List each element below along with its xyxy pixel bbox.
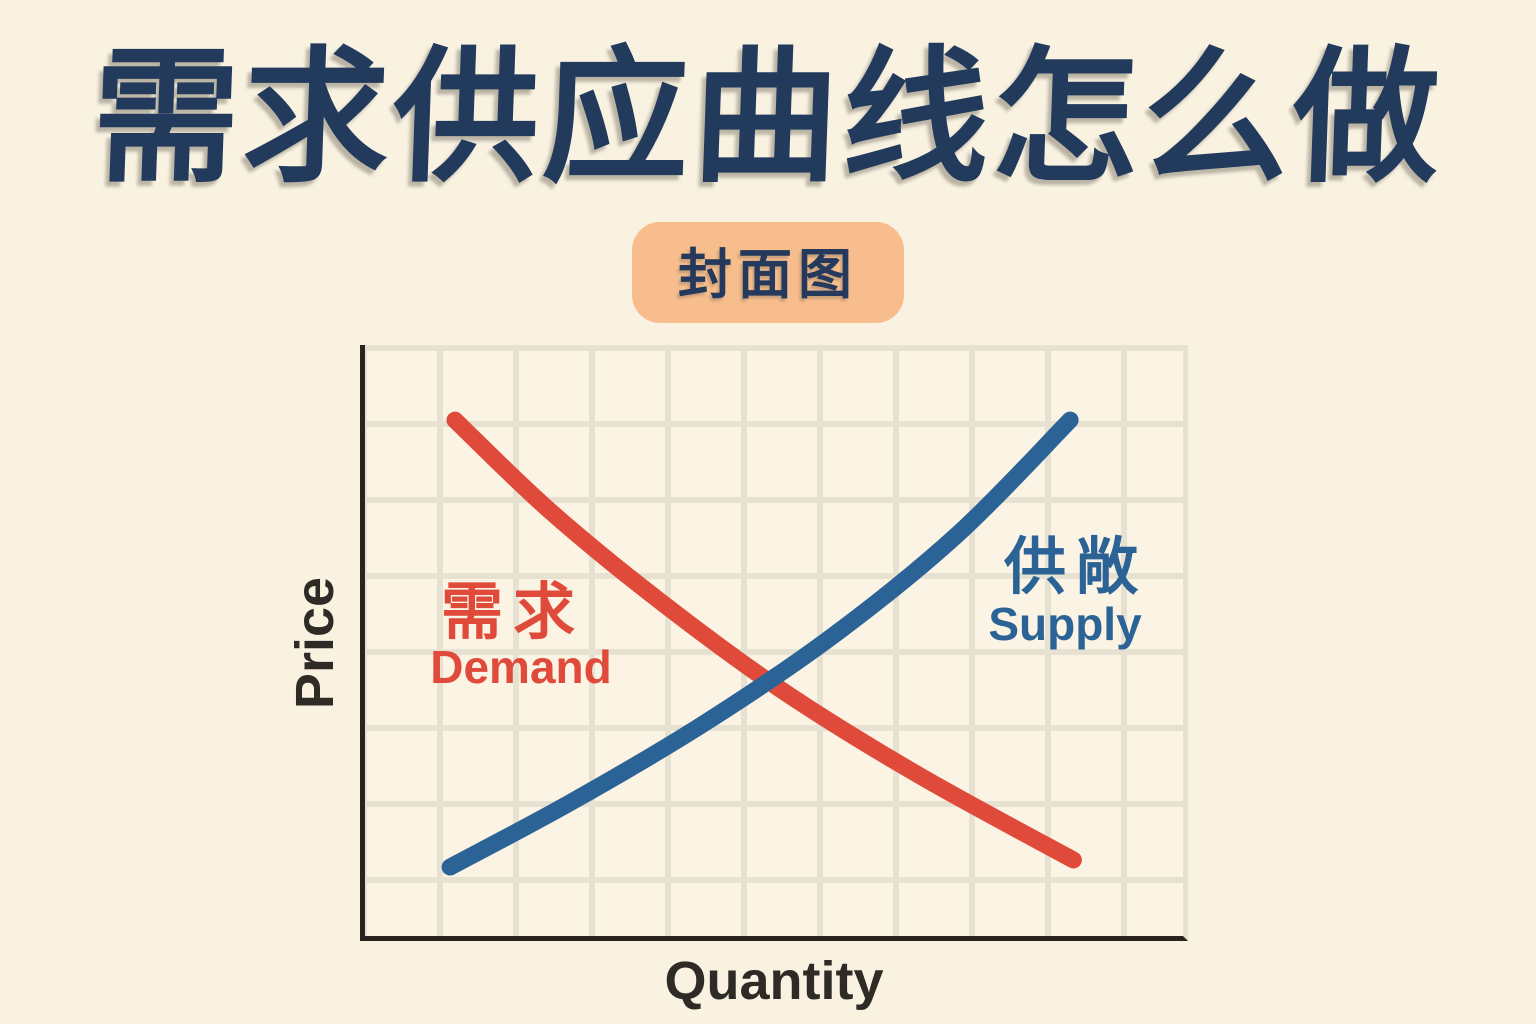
x-axis-label: Quantity [664, 951, 884, 1011]
demand-label-en: Demand [430, 641, 612, 693]
demand-curve [455, 420, 1073, 860]
supply-demand-curves-svg [365, 345, 1183, 941]
supply-curve [450, 420, 1070, 867]
page-title: 需求供应曲线怎么做 [90, 36, 1446, 199]
cover-badge: 封面图 [632, 222, 904, 323]
supply-label-zh: 供敞 [1003, 533, 1149, 602]
supply-label-en: Supply [988, 598, 1142, 650]
badge-row: 封面图 [0, 222, 1536, 323]
demand-label-zh: 需求 [440, 578, 586, 647]
y-axis-label: Price [285, 576, 345, 710]
